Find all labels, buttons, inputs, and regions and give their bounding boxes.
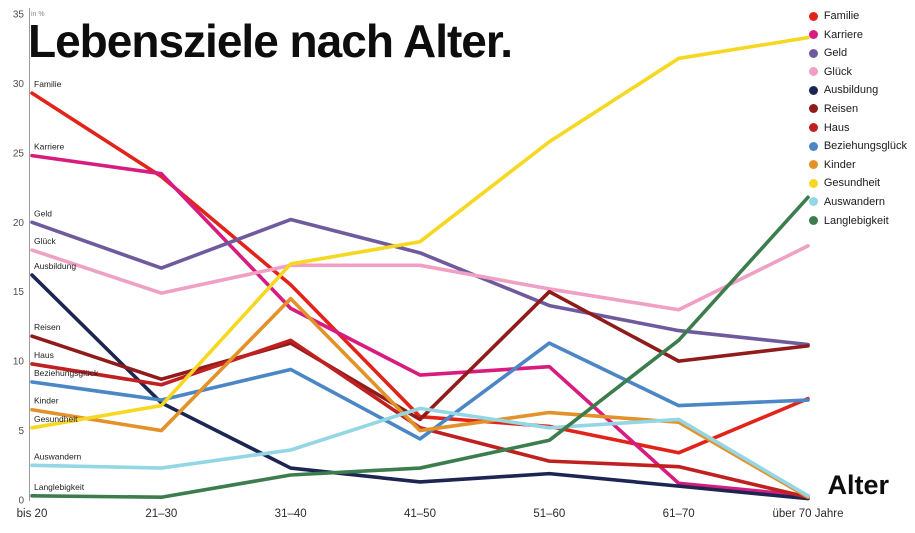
series-line-reisen [30,289,810,422]
legend-item-auswandern: Auswandern [808,195,907,208]
series-start-label: Haus [34,350,54,360]
series-line-karriere [30,153,810,498]
y-tick-label: 15 [13,287,25,298]
x-tick-label: 31–40 [275,508,307,520]
legend-item-glück: Glück [808,65,907,78]
series-start-label: Gesundheit [34,414,78,424]
legend-item-reisen: Reisen [808,102,907,115]
y-tick-label: 20 [13,218,25,229]
series-line-glück [30,244,810,312]
legend-label: Karriere [823,28,863,41]
legend-label: Geld [823,47,848,60]
series-line-gesundheit [30,35,810,430]
legend-label: Ausbildung [823,84,879,97]
series-start-label: Karriere [34,142,65,152]
series-start-label: Ausbildung [34,261,76,271]
legend-item-ausbildung: Ausbildung [808,84,907,97]
x-tick-label: 41–50 [404,508,436,520]
x-axis-title: Alter [827,470,889,500]
legend-swatch-icon [808,160,818,170]
legend-swatch-icon [808,216,818,226]
series-line-geld [30,217,810,347]
legend-label: Reisen [823,102,859,115]
y-axis-unit-label: in % [31,11,45,18]
x-tick-label: 51–60 [533,508,565,520]
x-tick-label: über 70 Jahre [773,508,844,520]
legend-label: Beziehungsglück [823,140,907,153]
legend-label: Auswandern [823,195,885,208]
legend-swatch-icon [808,48,818,58]
legend-swatch-icon [808,197,818,207]
legend-swatch-icon [808,104,818,114]
legend-swatch-icon [808,123,818,133]
x-tick-label: bis 20 [17,508,48,520]
legend-swatch-icon [808,67,818,77]
legend-label: Haus [823,121,850,134]
series-line-langlebigkeit [30,195,810,500]
series-start-label: Reisen [34,322,61,332]
series-line-ausbildung [30,273,810,501]
y-tick-label: 35 [13,10,25,21]
y-tick-label: 5 [18,426,24,437]
legend-label: Glück [823,65,852,78]
series-start-label: Familie [34,79,62,89]
legend-item-gesundheit: Gesundheit [808,177,907,190]
series-start-label: Langlebigkeit [34,482,85,492]
legend-label: Familie [823,10,860,22]
series-start-label: Kinder [34,396,59,406]
legend-item-haus: Haus [808,121,907,134]
legend-item-geld: Geld [808,47,907,60]
series-start-label: Auswandern [34,451,82,461]
x-tick-label: 21–30 [145,508,177,520]
series-line-kinder [30,296,810,500]
legend-swatch-icon [808,11,818,21]
legend-swatch-icon [808,178,818,188]
series-line-haus [30,338,810,500]
x-tick-label: 61–70 [663,508,695,520]
y-tick-label: 0 [18,496,24,507]
series-line-familie [30,91,810,455]
series-start-label: Geld [34,208,52,218]
legend-item-beziehungsglück: Beziehungsglück [808,140,907,153]
legend-label: Langlebigkeit [823,214,889,227]
series-line-beziehungsglück [30,341,810,441]
legend-item-karriere: Karriere [808,28,907,41]
legend-item-kinder: Kinder [808,158,907,171]
legend-item-familie: Familie [808,10,907,22]
y-tick-label: 30 [13,79,25,90]
legend-item-langlebigkeit: Langlebigkeit [808,214,907,227]
y-tick-label: 25 [13,148,25,159]
series-line-auswandern [30,406,810,498]
legend: Familie Karriere Geld Glück Ausbildung Reisen… [808,10,907,227]
legend-swatch-icon [808,141,818,151]
legend-label: Gesundheit [823,177,881,190]
legend-swatch-icon [808,30,818,40]
y-tick-label: 10 [13,357,25,368]
series-start-label: Beziehungsglück [34,368,99,378]
legend-swatch-icon [808,85,818,95]
series-start-label: Glück [34,236,56,246]
chart-title: Lebensziele nach Alter. [28,15,513,67]
legend-label: Kinder [823,158,856,171]
